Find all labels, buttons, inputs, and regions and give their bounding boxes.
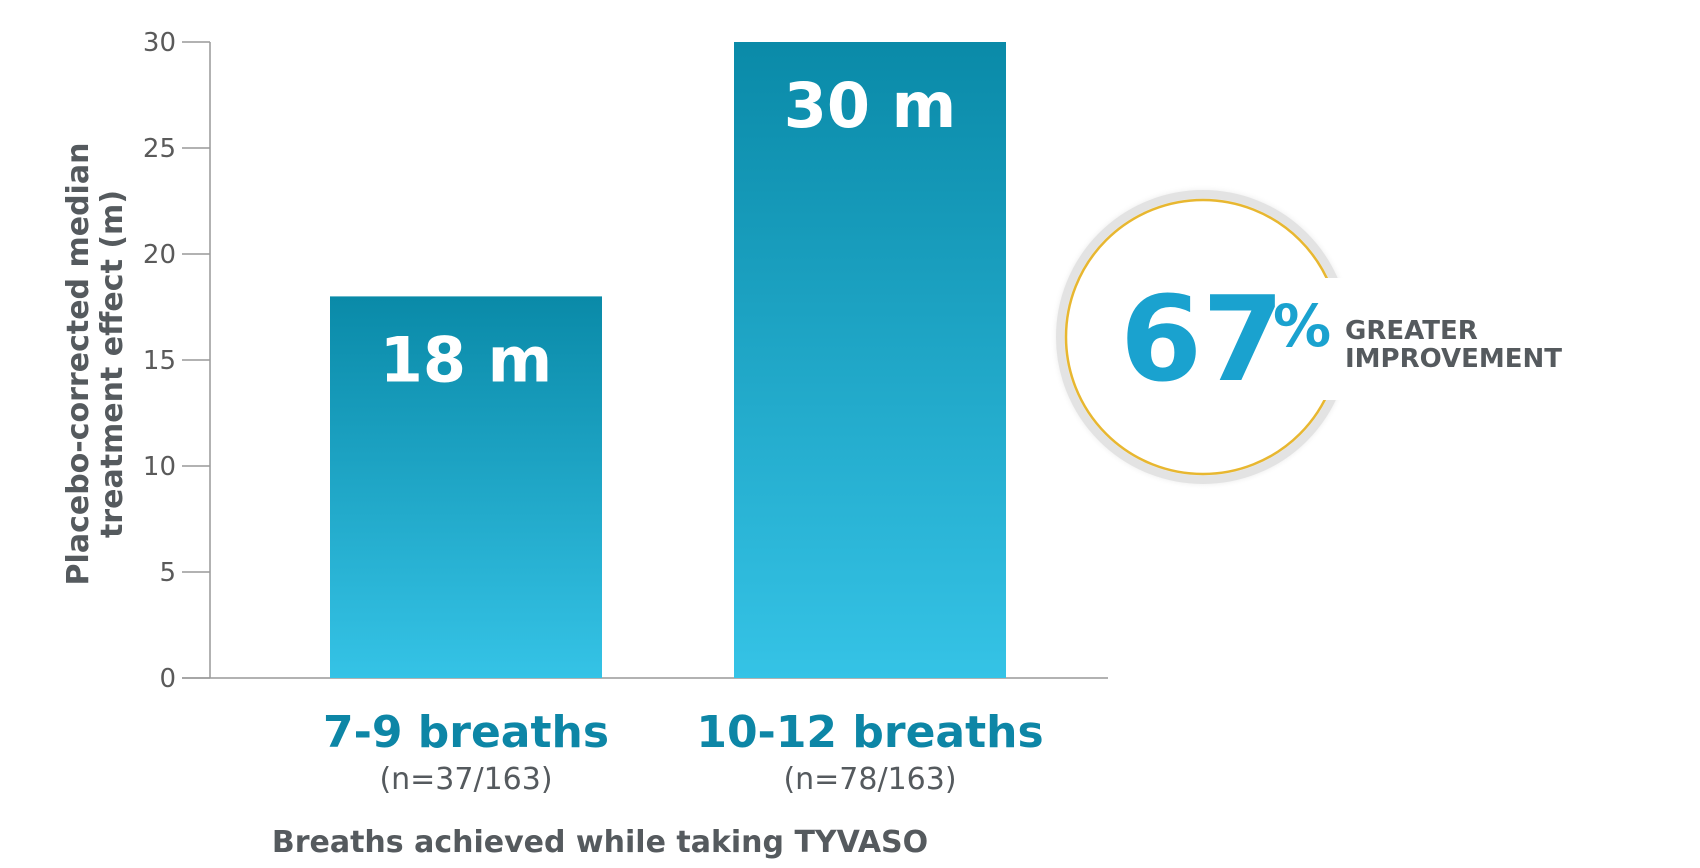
x-axis-label: Breaths achieved while taking TYVASO [272, 825, 928, 860]
x-axis-categories: 7-9 breaths (n=37/163) 10-12 breaths (n=78/… [323, 707, 1044, 797]
y-axis-label-line-1: Placebo-corrected median [61, 143, 96, 586]
badge-line-greater: GREATER [1345, 316, 1478, 346]
badge-percent-value: 67 [1120, 270, 1284, 408]
bars: 18 m 30 m [330, 42, 1006, 678]
y-axis-label-line-2: treatment effect (m) [95, 190, 130, 538]
x-category-subtitle: (n=37/163) [379, 762, 552, 797]
bar-data-label: 30 m [784, 69, 956, 142]
y-axis-label: Placebo-corrected median treatment effec… [61, 143, 130, 586]
badge-line-improvement: IMPROVEMENT [1345, 344, 1562, 374]
x-category-label: 10-12 breaths [696, 707, 1043, 758]
bar [734, 42, 1006, 678]
y-axis: 0 5 10 15 20 25 30 [143, 28, 1108, 694]
badge-percent-sign: % [1273, 292, 1331, 360]
y-tick-label: 10 [143, 452, 176, 482]
badge-text-backdrop [1290, 278, 1670, 400]
x-category-subtitle: (n=78/163) [783, 762, 956, 797]
y-tick-label: 30 [143, 28, 176, 58]
x-category-label: 7-9 breaths [323, 707, 609, 758]
y-tick-label: 25 [143, 134, 176, 164]
y-tick-label: 5 [159, 558, 176, 588]
y-tick-label: 15 [143, 346, 176, 376]
bar [330, 296, 602, 678]
improvement-badge: 67 % GREATER IMPROVEMENT [1050, 184, 1670, 490]
y-tick-label: 20 [143, 240, 176, 270]
y-tick-label: 0 [159, 664, 176, 694]
bar-data-label: 18 m [380, 323, 552, 396]
